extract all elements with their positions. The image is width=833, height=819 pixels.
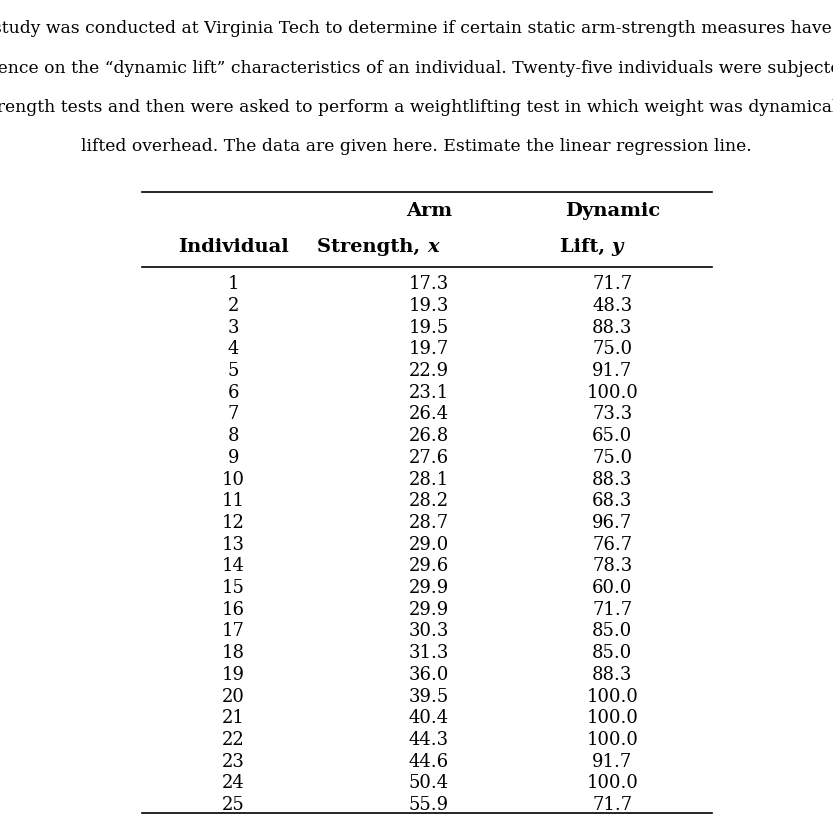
Text: 28.1: 28.1 xyxy=(409,471,449,488)
Text: 11: 11 xyxy=(222,492,245,510)
Text: 29.9: 29.9 xyxy=(409,579,449,597)
Text: 16: 16 xyxy=(222,601,245,618)
Text: 71.7: 71.7 xyxy=(592,601,632,618)
Text: y: y xyxy=(611,238,623,256)
Text: 30.3: 30.3 xyxy=(409,622,449,640)
Text: 68.3: 68.3 xyxy=(592,492,632,510)
Text: 19.3: 19.3 xyxy=(409,297,449,314)
Text: 7: 7 xyxy=(227,405,239,423)
Text: 12: 12 xyxy=(222,514,245,532)
Text: 28.2: 28.2 xyxy=(409,492,449,510)
Text: A study was conducted at Virginia Tech to determine if certain static arm-streng: A study was conducted at Virginia Tech t… xyxy=(0,20,833,38)
Text: x: x xyxy=(427,238,439,256)
Text: 29.6: 29.6 xyxy=(409,558,449,575)
Text: lifted overhead. The data are given here. Estimate the linear regression line.: lifted overhead. The data are given here… xyxy=(81,138,752,156)
Text: 44.6: 44.6 xyxy=(409,753,449,771)
Text: 36.0: 36.0 xyxy=(409,666,449,684)
Text: Strength,: Strength, xyxy=(317,238,427,256)
Text: 100.0: 100.0 xyxy=(586,775,638,792)
Text: 100.0: 100.0 xyxy=(586,688,638,705)
Text: 100.0: 100.0 xyxy=(586,384,638,401)
Text: 76.7: 76.7 xyxy=(592,536,632,554)
Text: 29.0: 29.0 xyxy=(409,536,449,554)
Text: strength tests and then were asked to perform a weightlifting test in which weig: strength tests and then were asked to pe… xyxy=(0,99,833,116)
Text: 18: 18 xyxy=(222,645,245,662)
Text: 24: 24 xyxy=(222,775,245,792)
Text: 19: 19 xyxy=(222,666,245,684)
Text: 3: 3 xyxy=(227,319,239,337)
Text: Dynamic: Dynamic xyxy=(565,202,660,220)
Text: Lift,: Lift, xyxy=(560,238,611,256)
Text: 17.3: 17.3 xyxy=(409,275,449,293)
Text: 19.5: 19.5 xyxy=(409,319,449,337)
Text: Individual: Individual xyxy=(178,238,288,256)
Text: 75.0: 75.0 xyxy=(592,341,632,358)
Text: 88.3: 88.3 xyxy=(592,666,632,684)
Text: 91.7: 91.7 xyxy=(592,753,632,771)
Text: 75.0: 75.0 xyxy=(592,449,632,467)
Text: influence on the “dynamic lift” characteristics of an individual. Twenty-five in: influence on the “dynamic lift” characte… xyxy=(0,60,833,77)
Text: 29.9: 29.9 xyxy=(409,601,449,618)
Text: 1: 1 xyxy=(227,275,239,293)
Text: 39.5: 39.5 xyxy=(409,688,449,705)
Text: 13: 13 xyxy=(222,536,245,554)
Text: 5: 5 xyxy=(227,362,239,380)
Text: 17: 17 xyxy=(222,622,245,640)
Text: 28.7: 28.7 xyxy=(409,514,449,532)
Text: 85.0: 85.0 xyxy=(592,645,632,662)
Text: 21: 21 xyxy=(222,709,245,727)
Text: 73.3: 73.3 xyxy=(592,405,632,423)
Text: 40.4: 40.4 xyxy=(409,709,449,727)
Text: 88.3: 88.3 xyxy=(592,319,632,337)
Text: 60.0: 60.0 xyxy=(592,579,632,597)
Text: Arm: Arm xyxy=(406,202,452,220)
Text: 91.7: 91.7 xyxy=(592,362,632,380)
Text: 55.9: 55.9 xyxy=(409,796,449,814)
Text: 23: 23 xyxy=(222,753,245,771)
Text: 88.3: 88.3 xyxy=(592,471,632,488)
Text: 26.8: 26.8 xyxy=(409,428,449,445)
Text: 20: 20 xyxy=(222,688,245,705)
Text: 27.6: 27.6 xyxy=(409,449,449,467)
Text: 26.4: 26.4 xyxy=(409,405,449,423)
Text: 6: 6 xyxy=(227,384,239,401)
Text: 15: 15 xyxy=(222,579,245,597)
Text: 2: 2 xyxy=(227,297,239,314)
Text: 19.7: 19.7 xyxy=(409,341,449,358)
Text: 96.7: 96.7 xyxy=(592,514,632,532)
Text: 100.0: 100.0 xyxy=(586,731,638,749)
Text: 4: 4 xyxy=(227,341,239,358)
Text: 22: 22 xyxy=(222,731,245,749)
Text: 100.0: 100.0 xyxy=(586,709,638,727)
Text: 8: 8 xyxy=(227,428,239,445)
Text: 50.4: 50.4 xyxy=(409,775,449,792)
Text: 78.3: 78.3 xyxy=(592,558,632,575)
Text: 48.3: 48.3 xyxy=(592,297,632,314)
Text: 44.3: 44.3 xyxy=(409,731,449,749)
Text: 22.9: 22.9 xyxy=(409,362,449,380)
Text: 9: 9 xyxy=(227,449,239,467)
Text: 65.0: 65.0 xyxy=(592,428,632,445)
Text: 14: 14 xyxy=(222,558,245,575)
Text: 71.7: 71.7 xyxy=(592,275,632,293)
Text: 23.1: 23.1 xyxy=(409,384,449,401)
Text: 25: 25 xyxy=(222,796,245,814)
Text: 31.3: 31.3 xyxy=(409,645,449,662)
Text: 85.0: 85.0 xyxy=(592,622,632,640)
Text: 10: 10 xyxy=(222,471,245,488)
Text: 71.7: 71.7 xyxy=(592,796,632,814)
